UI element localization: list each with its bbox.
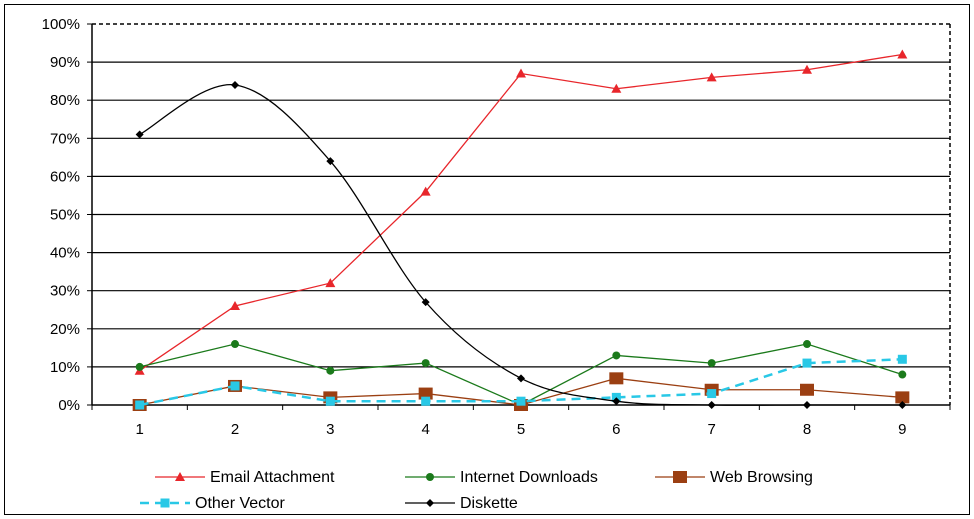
y-tick-label: 90% bbox=[50, 54, 80, 71]
data-point bbox=[420, 186, 431, 196]
series-diskette bbox=[135, 80, 907, 409]
data-point bbox=[802, 358, 812, 368]
y-tick-label: 80% bbox=[50, 92, 80, 109]
series-line bbox=[139, 53, 903, 372]
data-point bbox=[230, 300, 240, 310]
data-point bbox=[135, 130, 144, 139]
data-point bbox=[517, 374, 525, 383]
data-point bbox=[230, 381, 240, 391]
data-point bbox=[421, 298, 430, 307]
data-point bbox=[803, 340, 811, 349]
y-tick-label: 20% bbox=[50, 321, 80, 338]
legend-label: Other Vector bbox=[195, 495, 285, 512]
legend-item-web-browsing: Web Browsing bbox=[655, 469, 813, 486]
legend: Email Attachment Internet Downloads Web Br… bbox=[140, 469, 813, 512]
series-layer bbox=[132, 49, 910, 411]
x-tick-label: 1 bbox=[135, 421, 143, 438]
legend-label: Web Browsing bbox=[710, 469, 813, 486]
x-tick-label: 3 bbox=[326, 421, 334, 438]
data-point bbox=[706, 72, 717, 82]
x-tick-label: 8 bbox=[803, 421, 811, 438]
y-tick-label: 70% bbox=[50, 130, 80, 147]
data-point bbox=[897, 49, 908, 59]
data-point bbox=[418, 387, 433, 400]
x-tick-label: 5 bbox=[517, 421, 525, 438]
x-tick-label: 2 bbox=[231, 421, 239, 438]
data-point bbox=[802, 64, 812, 74]
gridlines bbox=[92, 61, 950, 368]
y-tick-label: 40% bbox=[50, 245, 80, 262]
legend-label: Diskette bbox=[460, 495, 518, 512]
data-point bbox=[707, 389, 717, 399]
x-tick-label: 7 bbox=[707, 421, 715, 438]
legend-marker bbox=[426, 473, 434, 481]
legend-marker bbox=[160, 498, 170, 508]
legend-marker bbox=[175, 472, 185, 481]
axes: 0% 10% 20% 30% 40% 50% 60% 70% 80% 90% 100% 1 2 3 4 5 6 7… bbox=[42, 16, 951, 438]
legend-marker bbox=[426, 499, 434, 507]
x-tick-label: 9 bbox=[898, 421, 906, 438]
data-point bbox=[898, 401, 907, 409]
data-point bbox=[135, 362, 144, 371]
data-point bbox=[707, 359, 716, 368]
data-point bbox=[612, 397, 621, 406]
series-line bbox=[139, 84, 903, 406]
data-point bbox=[421, 359, 430, 368]
data-point bbox=[895, 391, 910, 404]
data-point bbox=[231, 80, 239, 89]
legend-item-diskette: Diskette bbox=[405, 495, 518, 512]
legend-label: Email Attachment bbox=[210, 469, 335, 486]
data-point bbox=[803, 401, 811, 409]
data-point bbox=[609, 372, 624, 385]
data-point bbox=[326, 157, 335, 166]
y-tick-label: 50% bbox=[50, 207, 80, 224]
data-point bbox=[516, 68, 526, 78]
legend-item-email-attachment: Email Attachment bbox=[155, 469, 335, 486]
data-point bbox=[325, 278, 336, 288]
legend-item-internet-downloads: Internet Downloads bbox=[405, 469, 598, 486]
y-tick-label: 0% bbox=[58, 397, 80, 414]
legend-marker bbox=[673, 471, 687, 483]
y-tick-label: 10% bbox=[50, 359, 80, 376]
data-point bbox=[611, 83, 622, 93]
data-point bbox=[800, 383, 814, 396]
data-point bbox=[231, 340, 239, 349]
chart-frame bbox=[4, 4, 970, 515]
legend-label: Internet Downloads bbox=[460, 469, 598, 486]
y-tick-label: 60% bbox=[50, 168, 80, 185]
data-point bbox=[707, 401, 716, 409]
data-point bbox=[897, 354, 907, 364]
x-tick-label: 6 bbox=[612, 421, 620, 438]
y-tick-label: 100% bbox=[42, 16, 80, 33]
legend-item-other-vector: Other Vector bbox=[140, 495, 285, 512]
y-tick-label: 30% bbox=[50, 283, 80, 300]
data-point bbox=[516, 396, 526, 406]
x-tick-label: 4 bbox=[421, 421, 429, 438]
series-email-attachment bbox=[134, 49, 908, 375]
data-point bbox=[326, 366, 335, 375]
data-point bbox=[898, 370, 907, 379]
data-point bbox=[612, 351, 621, 360]
data-point bbox=[325, 396, 335, 406]
data-point bbox=[421, 396, 431, 406]
data-point bbox=[135, 400, 145, 410]
